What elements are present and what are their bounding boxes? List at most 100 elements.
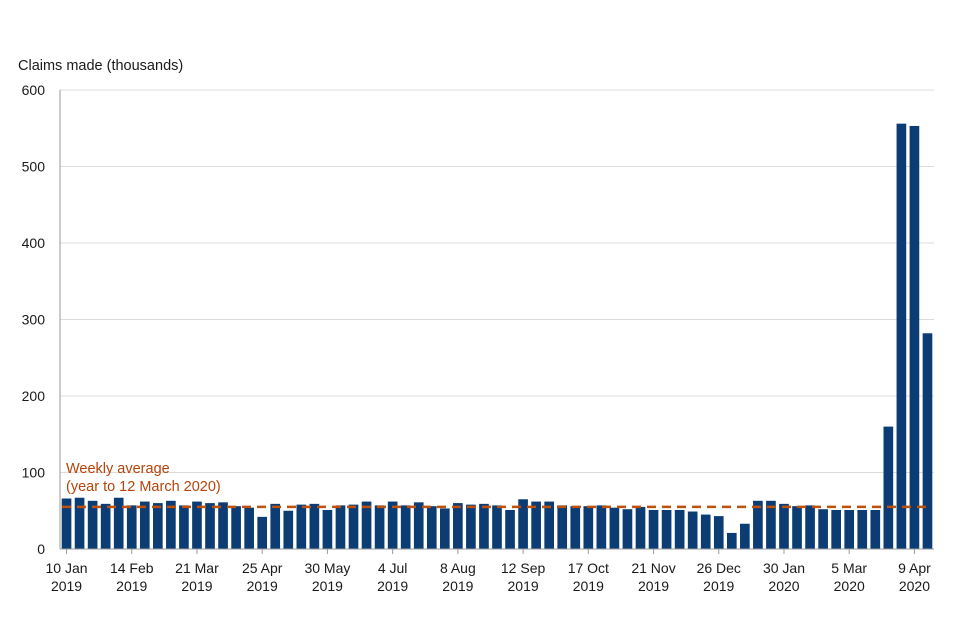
bar [296, 504, 307, 549]
x-tick-label: 14 Feb [110, 560, 154, 576]
bar [531, 501, 541, 549]
x-tick-label-year: 2020 [768, 578, 799, 594]
bar [61, 498, 72, 549]
x-tick-label: 10 Jan [45, 560, 87, 576]
y-tick-labels: 0 100 200 300 400 500 600 [22, 82, 46, 557]
bar [87, 500, 98, 549]
bar [479, 503, 489, 549]
x-tick-label: 17 Oct [568, 560, 609, 576]
x-tick-label-year: 2019 [703, 578, 734, 594]
bar [205, 503, 215, 549]
bar [492, 505, 502, 549]
bar [257, 516, 268, 549]
bar [805, 505, 815, 549]
x-tick-label: 8 Aug [440, 560, 476, 576]
bar [218, 502, 228, 549]
x-tick-label: 21 Mar [175, 560, 219, 576]
bar [505, 509, 515, 549]
x-tick-label-year: 2020 [899, 578, 930, 594]
bar [792, 506, 802, 549]
bar [713, 516, 724, 549]
bar [687, 511, 698, 549]
y-tick-label: 100 [22, 465, 46, 481]
x-tick-label-year: 2019 [181, 578, 212, 594]
x-tick-label: 4 Jul [378, 560, 408, 576]
x-tick-label-year: 2019 [508, 578, 539, 594]
bar [870, 509, 881, 549]
x-tick-label-year: 2020 [834, 578, 865, 594]
bar [740, 523, 750, 549]
bar [231, 506, 241, 549]
bar [661, 509, 672, 549]
bar [244, 507, 254, 549]
bar [192, 501, 202, 549]
bar [700, 514, 711, 549]
bar [309, 503, 320, 549]
bar [909, 125, 920, 549]
x-tick-label-year: 2019 [312, 578, 343, 594]
weekly-average-label: Weekly average [66, 461, 170, 477]
bar [453, 503, 463, 549]
x-tick-label: 9 Apr [898, 560, 931, 576]
bar [544, 501, 555, 549]
bar [466, 504, 476, 549]
bar [883, 426, 894, 549]
x-tick-label-year: 2019 [377, 578, 408, 594]
bar [153, 503, 163, 549]
bar [113, 497, 124, 549]
y-tick-label: 300 [22, 312, 46, 328]
bar [896, 123, 907, 549]
bar [779, 503, 789, 549]
y-tick-label: 0 [37, 541, 45, 557]
bar [622, 509, 633, 549]
y-tick-label: 200 [22, 388, 46, 404]
x-tick-labels: 10 Jan 2019 14 Feb 2019 21 Mar 2019 25 Apr 2019… [45, 549, 931, 594]
x-tick-label: 12 Sep [501, 560, 546, 576]
bar [413, 502, 424, 549]
bar [139, 501, 150, 549]
bar [179, 505, 189, 549]
x-tick-label: 5 Mar [831, 560, 867, 576]
bar [322, 509, 333, 549]
bar [596, 505, 607, 549]
x-tick-label: 26 Dec [697, 560, 741, 576]
bar [335, 505, 346, 549]
x-tick-label-year: 2019 [116, 578, 147, 594]
bar [766, 500, 776, 549]
bar [648, 509, 659, 549]
bar [166, 500, 176, 549]
x-tick-label: 25 Apr [242, 560, 283, 576]
bar [583, 506, 594, 549]
bar [726, 532, 737, 549]
y-axis-title: Claims made (thousands) [18, 58, 183, 74]
bar [857, 509, 868, 549]
bar [374, 505, 385, 549]
x-tick-label-year: 2019 [573, 578, 604, 594]
bar [387, 501, 398, 549]
x-tick-label: 30 May [304, 560, 350, 576]
weekly-average-period-label: (year to 12 March 2020) [66, 479, 221, 495]
x-tick-label-year: 2019 [51, 578, 82, 594]
x-tick-label: 21 Nov [631, 560, 675, 576]
bar [674, 509, 685, 549]
bar [439, 508, 450, 549]
bar [283, 510, 294, 549]
bar [818, 509, 828, 549]
bar [426, 506, 437, 549]
y-tick-label: 500 [22, 159, 46, 175]
bar [844, 509, 855, 549]
bar [348, 504, 359, 549]
bar [74, 497, 85, 549]
bar [557, 505, 568, 549]
bar [922, 333, 933, 549]
bar [570, 506, 581, 549]
y-tick-label: 400 [22, 235, 46, 251]
bar [270, 503, 281, 549]
x-tick-label-year: 2019 [638, 578, 669, 594]
bar [100, 503, 111, 549]
y-tick-label: 600 [22, 82, 46, 98]
gridlines [60, 89, 934, 473]
bar [400, 505, 411, 549]
bar [518, 499, 528, 549]
